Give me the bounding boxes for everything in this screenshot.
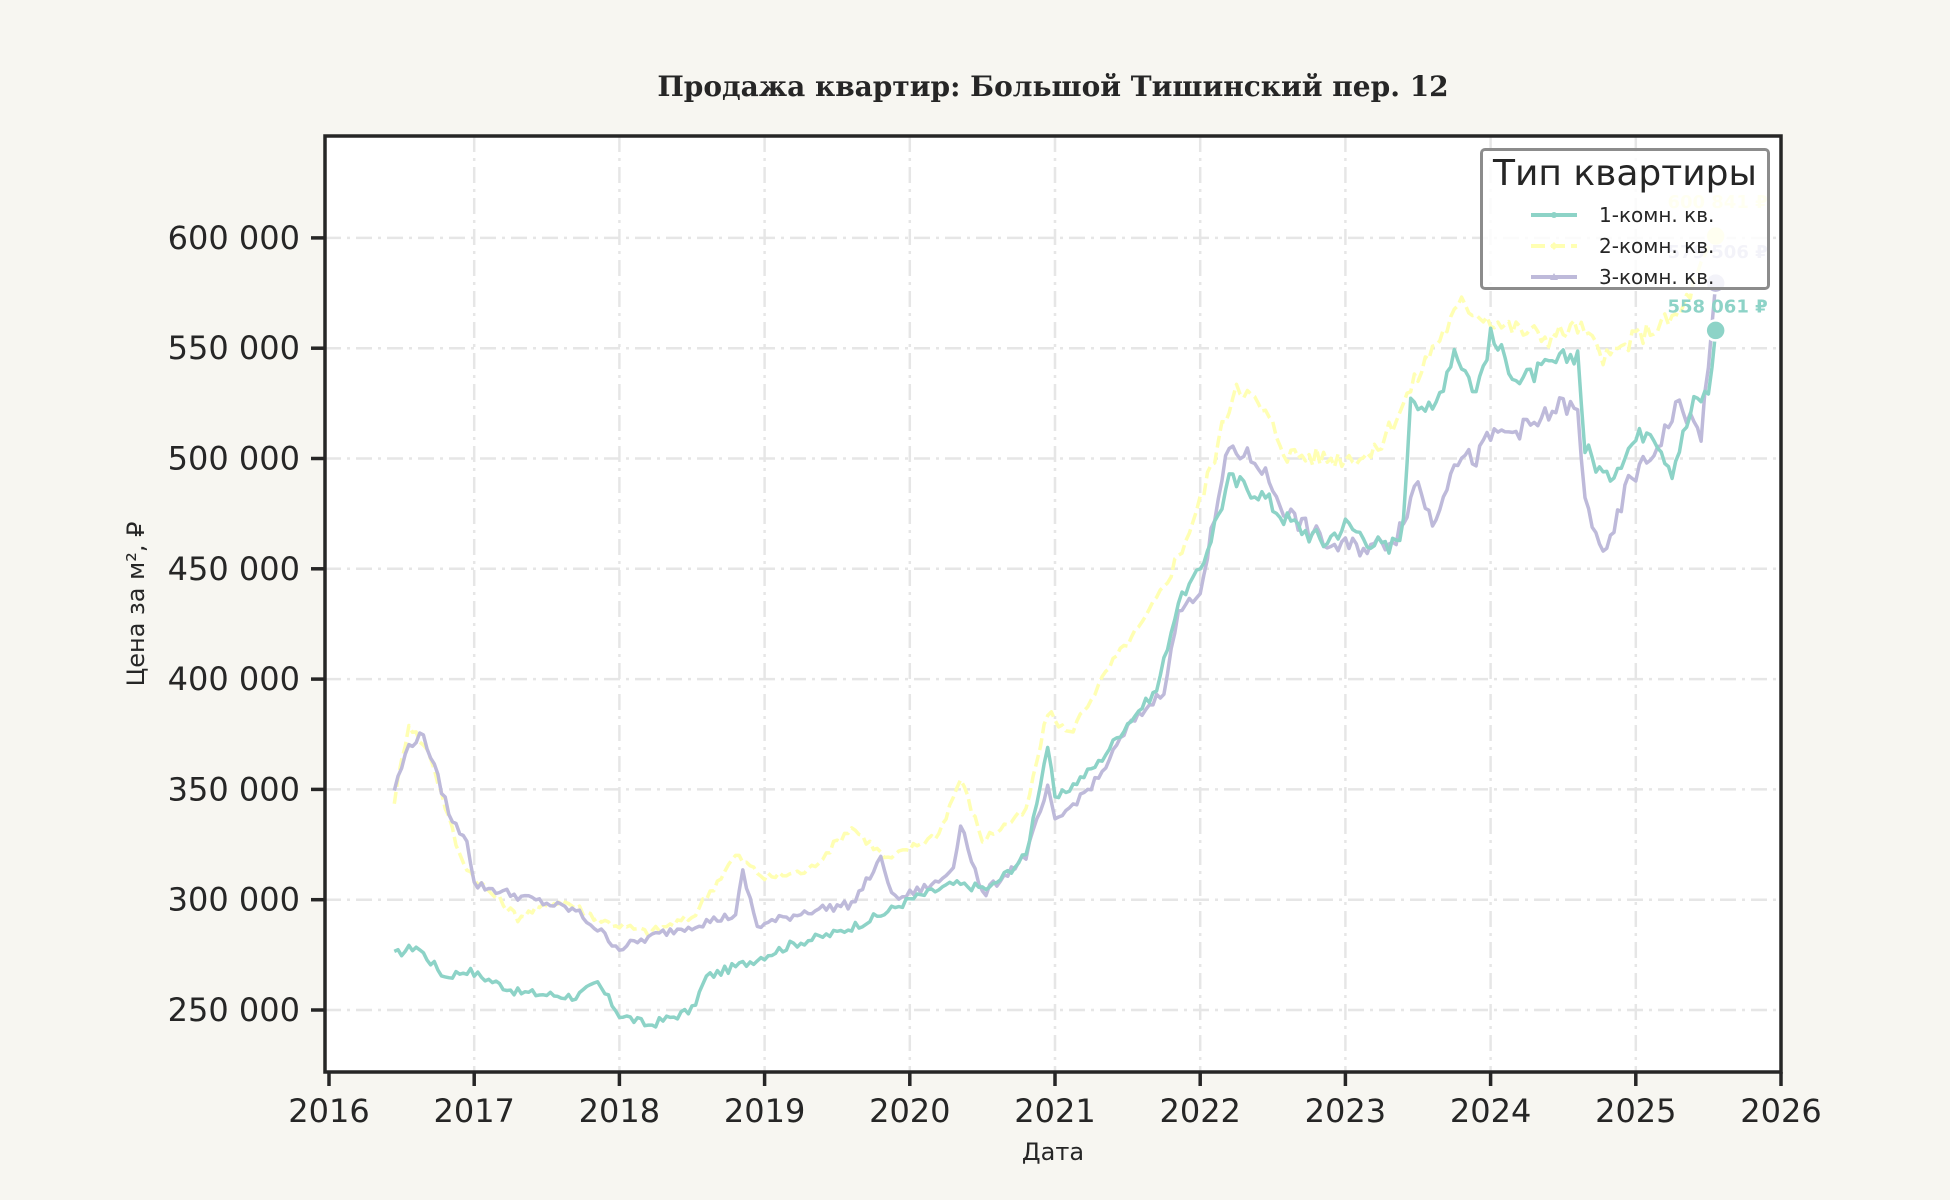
end-value-label: 558 061 ₽ — [1667, 296, 1767, 317]
legend-item-1room: 1-комн. кв. — [1531, 200, 1714, 230]
x-tick-label: 2026 — [1740, 1092, 1821, 1130]
x-tick-label: 2021 — [1014, 1092, 1095, 1130]
end-marker-dot — [1704, 319, 1727, 342]
y-tick-label: 400 000 — [168, 660, 300, 698]
y-tick-label: 300 000 — [168, 881, 300, 919]
y-tick-label: 550 000 — [168, 329, 300, 367]
series-line-1room — [393, 326, 1718, 1029]
y-axis-label: Цена за м², ₽ — [122, 522, 150, 687]
line-swatch-icon — [1531, 262, 1577, 292]
y-tick-label: 250 000 — [168, 991, 300, 1029]
x-tick-label: 2025 — [1595, 1092, 1676, 1130]
legend: Тип квартиры 1-комн. кв. 2-комн. кв. 3-к… — [1480, 148, 1770, 290]
series-line-3room — [392, 282, 1718, 952]
chart-title: Продажа квартир: Большой Тишинский пер. … — [657, 70, 1449, 103]
x-axis-ticks: 2016 2017 2018 2019 2020 2021 2022 2023 2024 2025… — [288, 1072, 1822, 1130]
legend-item-3room: 3-комн. кв. — [1531, 262, 1714, 292]
dashed-line-swatch-icon — [1531, 231, 1577, 261]
x-tick-label: 2016 — [288, 1092, 369, 1130]
x-tick-label: 2020 — [869, 1092, 950, 1130]
line-swatch-icon — [1531, 200, 1577, 230]
y-tick-label: 450 000 — [168, 550, 300, 588]
legend-item-2room: 2-комн. кв. — [1531, 231, 1714, 261]
axes-background — [325, 136, 1781, 1072]
x-tick-label: 2024 — [1450, 1092, 1531, 1130]
y-tick-label: 600 000 — [168, 219, 300, 257]
x-axis-label: Дата — [1022, 1138, 1084, 1166]
y-axis-ticks: 250 000 300 000 350 000 400 000 450 000 500 0… — [168, 219, 325, 1029]
x-tick-label: 2017 — [433, 1092, 514, 1130]
legend-title: Тип квартиры — [1493, 153, 1757, 194]
y-tick-label: 350 000 — [168, 770, 300, 808]
series-line-2room — [392, 234, 1717, 939]
x-tick-label: 2023 — [1305, 1092, 1386, 1130]
legend-label: 1-комн. кв. — [1599, 203, 1715, 227]
x-tick-label: 2019 — [724, 1092, 805, 1130]
y-tick-label: 500 000 — [168, 440, 300, 478]
axes-frame — [323, 134, 1783, 1074]
x-tick-label: 2022 — [1159, 1092, 1240, 1130]
legend-label: 2-комн. кв. — [1599, 234, 1715, 258]
x-tick-label: 2018 — [579, 1092, 660, 1130]
legend-label: 3-комн. кв. — [1599, 265, 1715, 289]
series-layer — [392, 234, 1718, 1029]
